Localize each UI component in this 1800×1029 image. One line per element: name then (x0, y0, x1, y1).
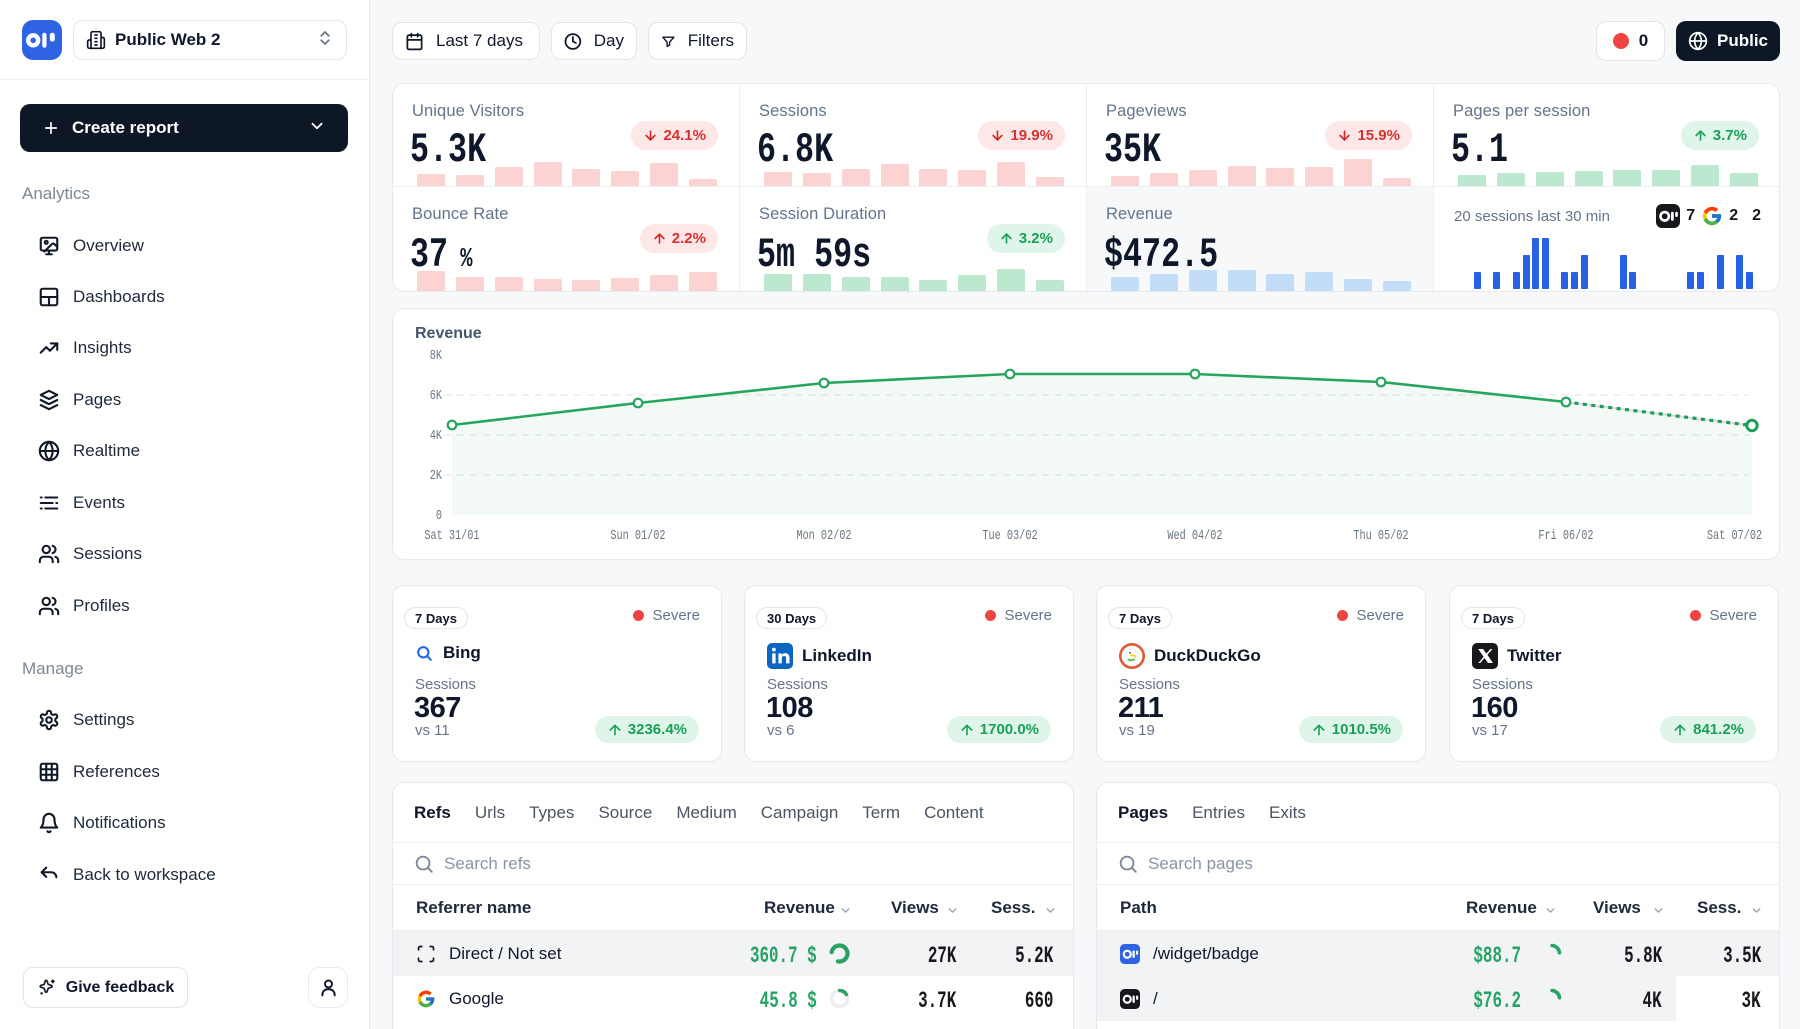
svg-text:Tue 03/02: Tue 03/02 (982, 528, 1037, 544)
svg-text:Fri 06/02: Fri 06/02 (1538, 528, 1593, 544)
svg-text:Thu 05/02: Thu 05/02 (1353, 528, 1408, 544)
svg-text:8K: 8K (430, 348, 443, 364)
svg-text:2K: 2K (430, 468, 443, 484)
svg-text:0: 0 (436, 508, 442, 524)
svg-text:4K: 4K (430, 428, 443, 444)
svg-text:Sat 31/01: Sat 31/01 (424, 528, 479, 544)
svg-text:6K: 6K (430, 388, 443, 404)
svg-text:Sat 07/02: Sat 07/02 (1707, 528, 1762, 544)
svg-text:Mon 02/02: Mon 02/02 (796, 528, 851, 544)
svg-text:Wed 04/02: Wed 04/02 (1167, 528, 1222, 544)
svg-text:Sun 01/02: Sun 01/02 (610, 528, 665, 544)
